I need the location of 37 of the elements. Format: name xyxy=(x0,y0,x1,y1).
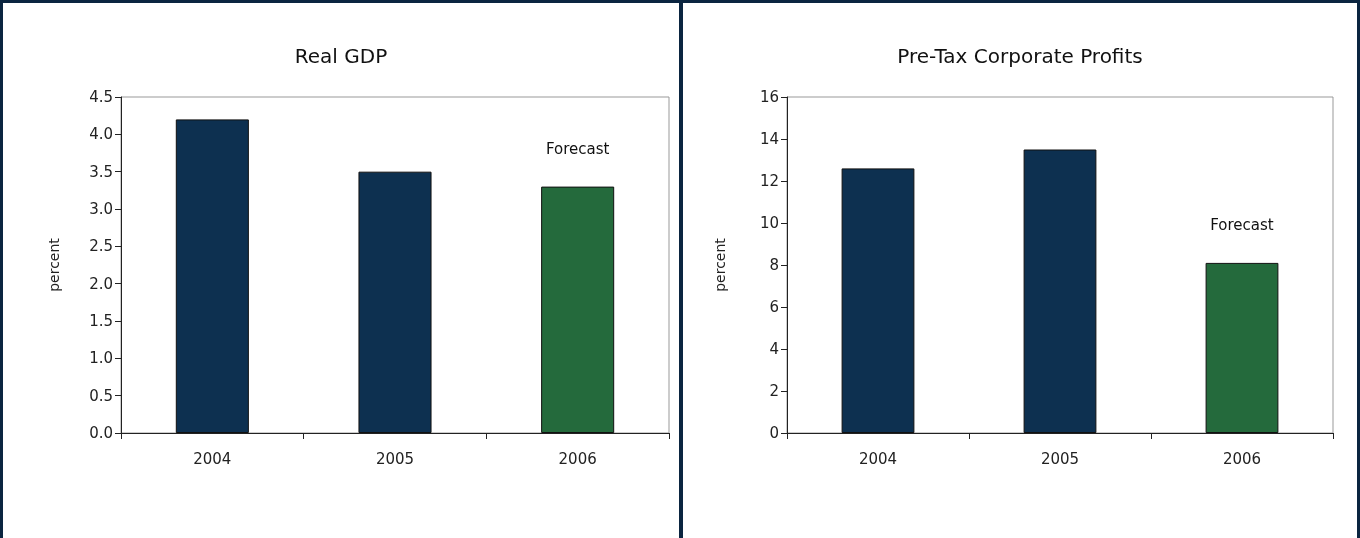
x-tick-label: 2006 xyxy=(1222,449,1262,468)
y-tick-label: 10 xyxy=(759,214,779,232)
y-tick-label: 4 xyxy=(769,340,779,358)
y-tick-label: 14 xyxy=(759,130,779,148)
y-tick-label: 6 xyxy=(769,298,779,316)
y-axis-title: percent xyxy=(46,237,62,292)
y-tick-label: 4.5 xyxy=(89,88,113,106)
y-tick-label: 12 xyxy=(759,172,779,190)
x-tick-label: 2005 xyxy=(375,449,415,468)
y-tick-label: 0 xyxy=(769,424,779,442)
y-tick-label: 3.0 xyxy=(89,200,113,218)
x-tick-label: 2004 xyxy=(858,449,898,468)
y-axis-title: percent xyxy=(712,237,728,292)
y-tick-label: 16 xyxy=(759,88,779,106)
x-tick-label: 2005 xyxy=(1040,449,1080,468)
annotation: Forecast xyxy=(1210,215,1274,234)
bar xyxy=(358,171,432,433)
chart-title: Real GDP xyxy=(294,44,388,68)
annotation: Forecast xyxy=(545,139,610,158)
x-tick-label: 2006 xyxy=(558,449,597,468)
y-tick-label: 1.5 xyxy=(89,312,113,330)
y-tick-label: 3.5 xyxy=(89,162,113,181)
bar xyxy=(541,186,615,433)
bar xyxy=(841,168,915,433)
y-tick-label: 0.0 xyxy=(89,424,113,442)
y-tick-label: 0.5 xyxy=(89,386,113,405)
y-tick-label: 2.0 xyxy=(89,274,113,293)
y-tick-label: 2.5 xyxy=(89,237,113,256)
y-tick-label: 2 xyxy=(769,382,779,400)
bar xyxy=(1205,262,1279,433)
y-tick-label: 4.0 xyxy=(89,125,113,144)
y-tick-label: 1.0 xyxy=(89,349,113,368)
chart-title: Pre-Tax Corporate Profits xyxy=(897,44,1143,68)
x-tick-label: 2004 xyxy=(193,449,232,468)
y-tick-label: 8 xyxy=(769,256,779,274)
bar xyxy=(1023,149,1097,433)
bar xyxy=(175,119,249,433)
